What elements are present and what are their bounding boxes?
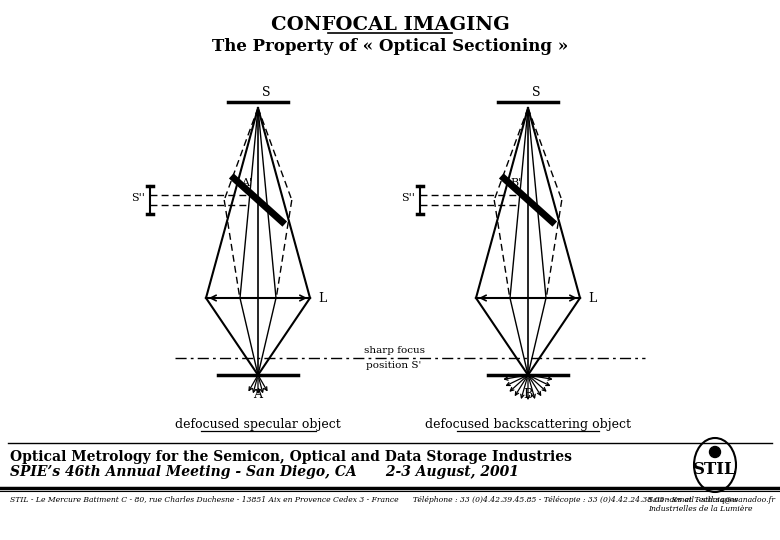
Text: L: L [318,292,326,305]
Text: B': B' [511,178,522,188]
Text: sharp focus: sharp focus [363,346,424,355]
Text: S'': S'' [131,193,145,203]
Text: Sciences et Techniques
Industrielles de la Lumière: Sciences et Techniques Industrielles de … [648,496,753,513]
Text: defocused backscattering object: defocused backscattering object [425,418,631,431]
Circle shape [710,447,721,457]
Text: STIL: STIL [693,462,737,478]
Text: Optical Metrology for the Semicon, Optical and Data Storage Industries: Optical Metrology for the Semicon, Optic… [10,450,572,464]
Text: The Property of « Optical Sectioning »: The Property of « Optical Sectioning » [212,38,568,55]
Text: S: S [262,86,271,99]
Text: S: S [532,86,541,99]
Text: SPIE’s 46th Annual Meeting - San Diego, CA      2-3 August, 2001: SPIE’s 46th Annual Meeting - San Diego, … [10,465,519,479]
Text: A': A' [241,178,252,188]
Text: B: B [523,388,533,401]
Text: position S': position S' [367,361,422,370]
Text: STIL - Le Mercure Batiment C - 80, rue Charles Duchesne - 13851 Aix en Provence : STIL - Le Mercure Batiment C - 80, rue C… [10,496,775,504]
Text: A: A [254,388,263,401]
Text: L: L [588,292,596,305]
Text: defocused specular object: defocused specular object [176,418,341,431]
Text: S'': S'' [401,193,415,203]
Text: CONFOCAL IMAGING: CONFOCAL IMAGING [271,16,509,34]
